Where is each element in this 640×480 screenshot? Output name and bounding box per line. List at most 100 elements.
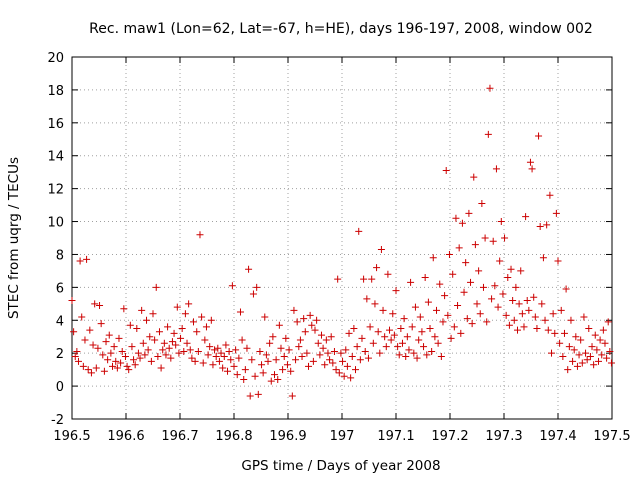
data-point: [71, 352, 79, 360]
y-tick-label: 18: [47, 84, 64, 99]
data-point: [97, 320, 105, 328]
data-point: [104, 356, 112, 364]
data-point: [194, 348, 202, 356]
data-point: [321, 361, 329, 369]
data-point: [410, 349, 418, 357]
data-point: [83, 255, 91, 263]
data-point: [520, 323, 528, 331]
data-point: [183, 339, 191, 347]
data-point: [507, 265, 515, 273]
data-point: [570, 346, 578, 354]
data-point: [376, 349, 384, 357]
data-point: [337, 349, 345, 357]
data-point: [256, 348, 264, 356]
data-point: [496, 257, 504, 265]
data-point: [452, 214, 460, 222]
data-point: [115, 334, 123, 342]
data-point: [444, 311, 452, 319]
data-point: [317, 331, 325, 339]
data-point: [274, 376, 282, 384]
data-point: [152, 283, 160, 291]
data-point: [525, 306, 533, 314]
y-tick-label: 16: [47, 117, 64, 132]
data-point: [238, 336, 246, 344]
data-point: [196, 231, 204, 239]
data-point: [269, 333, 277, 341]
data-point: [186, 346, 194, 354]
data-point: [379, 306, 387, 314]
data-point: [368, 275, 376, 283]
data-point: [316, 351, 324, 359]
data-point: [275, 321, 283, 329]
data-point: [70, 328, 78, 336]
data-point: [131, 361, 139, 369]
data-point: [251, 372, 259, 380]
data-point: [492, 165, 500, 173]
data-point: [329, 359, 337, 367]
y-tick-label: 12: [47, 183, 64, 198]
data-point: [167, 354, 175, 362]
data-point: [160, 339, 168, 347]
data-point: [133, 325, 141, 332]
data-point: [494, 303, 502, 311]
data-point: [109, 362, 116, 370]
data-point: [198, 313, 206, 321]
data-point: [437, 352, 445, 360]
x-tick-label: 197.4: [539, 429, 576, 444]
data-point: [311, 326, 319, 334]
data-point: [596, 336, 604, 344]
data-point: [586, 352, 594, 360]
data-point: [206, 343, 214, 351]
data-point: [564, 366, 572, 374]
data-point: [110, 343, 118, 351]
data-point: [339, 357, 347, 365]
data-point: [102, 338, 110, 346]
data-point: [345, 329, 353, 337]
data-point: [225, 348, 233, 356]
data-point: [424, 298, 432, 306]
data-point: [298, 352, 306, 360]
data-point: [159, 346, 167, 354]
data-point: [523, 297, 531, 305]
data-point: [433, 306, 440, 314]
data-point: [170, 329, 178, 337]
data-point: [301, 328, 309, 336]
data-point: [322, 336, 330, 344]
data-point: [308, 321, 316, 329]
data-point: [428, 348, 436, 356]
data-point: [245, 265, 253, 273]
data-point: [426, 325, 434, 332]
data-point: [287, 367, 295, 375]
data-point: [590, 361, 598, 369]
data-point: [572, 333, 580, 341]
data-point: [489, 237, 497, 245]
data-point: [78, 313, 86, 321]
data-point: [544, 326, 552, 334]
y-tick-label: 10: [47, 216, 64, 231]
data-point: [439, 318, 447, 326]
data-point: [202, 323, 210, 331]
data-point: [243, 344, 251, 352]
x-tick-label: 196.8: [215, 429, 252, 444]
data-point: [413, 354, 421, 362]
data-point: [342, 346, 350, 354]
data-point: [105, 331, 113, 339]
data-point: [442, 167, 450, 175]
data-point: [215, 357, 223, 365]
data-point: [538, 300, 546, 308]
data-point: [232, 346, 240, 354]
data-point: [343, 362, 351, 370]
data-point: [282, 334, 290, 342]
data-point: [607, 359, 615, 367]
data-point: [117, 359, 125, 367]
x-axis-label: GPS time / Days of year 2008: [241, 458, 440, 474]
data-point: [267, 377, 275, 385]
data-point: [84, 366, 92, 374]
data-point: [575, 351, 583, 359]
data-point: [235, 354, 243, 362]
data-point: [228, 282, 236, 290]
data-point: [593, 346, 601, 354]
data-point: [107, 349, 115, 357]
data-point: [499, 290, 507, 298]
